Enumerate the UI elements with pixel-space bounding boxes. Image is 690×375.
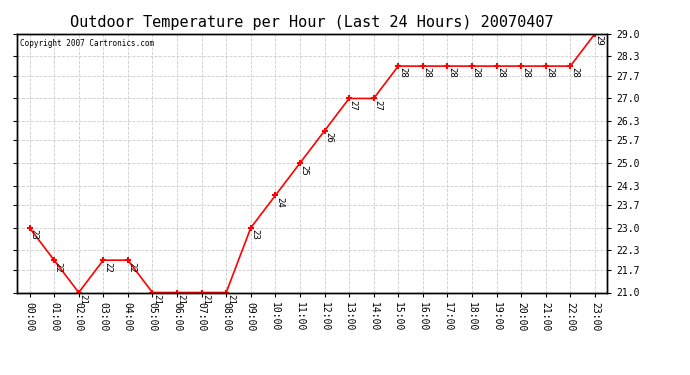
Text: 28: 28: [570, 68, 579, 78]
Text: 23: 23: [250, 229, 259, 240]
Text: 25: 25: [299, 165, 308, 175]
Title: Outdoor Temperature per Hour (Last 24 Hours) 20070407: Outdoor Temperature per Hour (Last 24 Ho…: [70, 15, 554, 30]
Text: Copyright 2007 Cartronics.com: Copyright 2007 Cartronics.com: [20, 39, 155, 48]
Text: 21: 21: [152, 294, 161, 304]
Text: 28: 28: [496, 68, 505, 78]
Text: 27: 27: [373, 100, 382, 111]
Text: 28: 28: [398, 68, 407, 78]
Text: 28: 28: [447, 68, 456, 78]
Text: 27: 27: [348, 100, 357, 111]
Text: 21: 21: [226, 294, 235, 304]
Text: 29: 29: [595, 35, 604, 46]
Text: 21: 21: [79, 294, 88, 304]
Text: 21: 21: [177, 294, 186, 304]
Text: 22: 22: [103, 261, 112, 272]
Text: 24: 24: [275, 197, 284, 208]
Text: 22: 22: [54, 261, 63, 272]
Text: 26: 26: [324, 132, 333, 143]
Text: 28: 28: [422, 68, 431, 78]
Text: 28: 28: [472, 68, 481, 78]
Text: 28: 28: [521, 68, 530, 78]
Text: 21: 21: [201, 294, 210, 304]
Text: 28: 28: [545, 68, 554, 78]
Text: 22: 22: [128, 261, 137, 272]
Text: 23: 23: [29, 229, 38, 240]
